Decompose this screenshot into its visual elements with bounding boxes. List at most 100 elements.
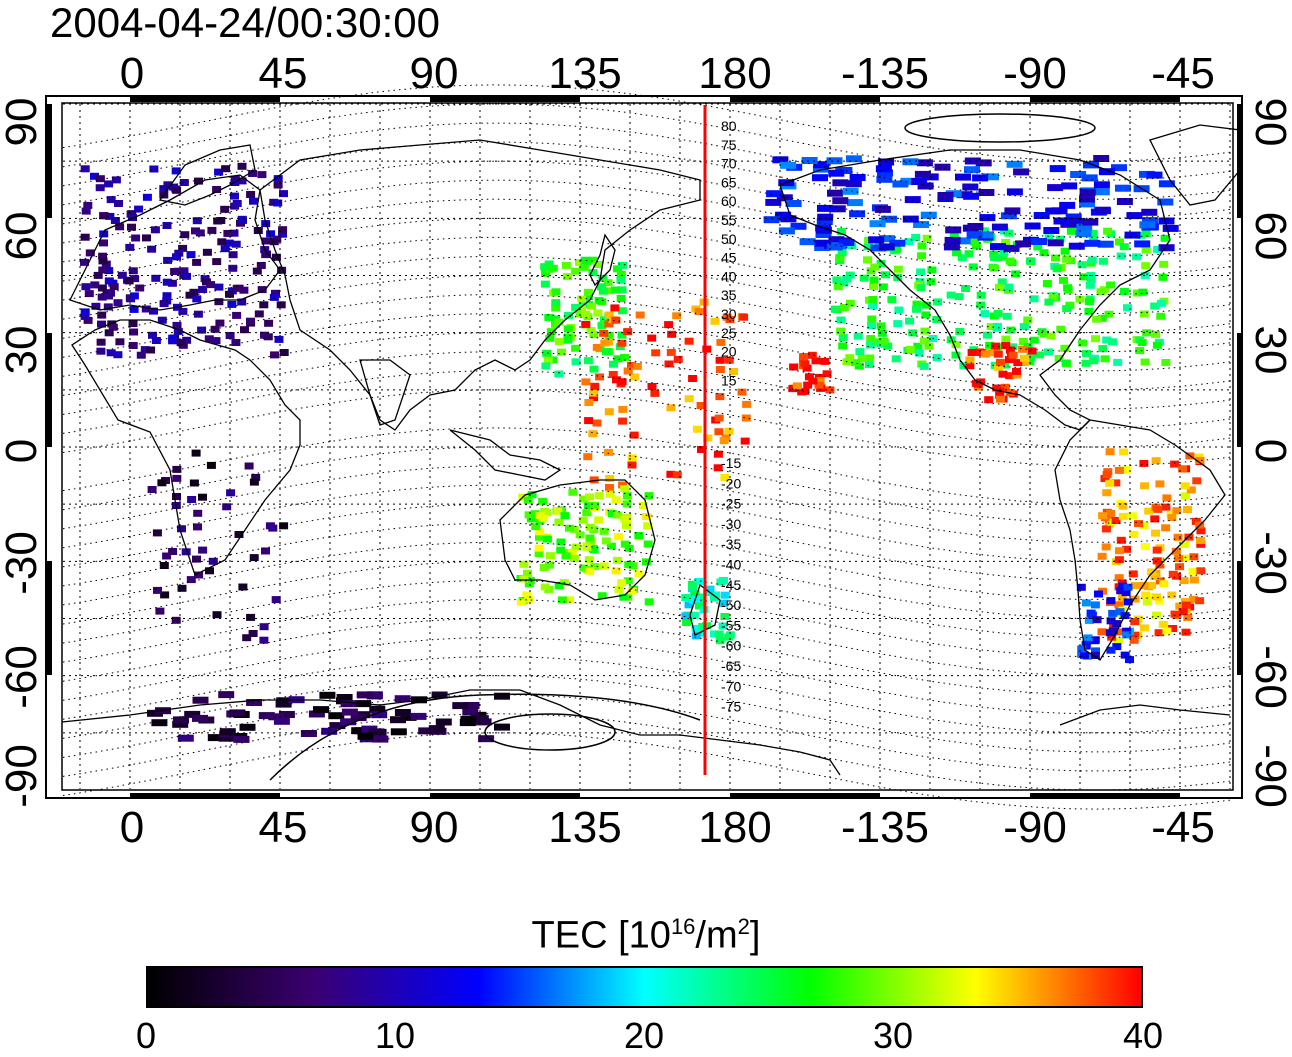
tec-point xyxy=(99,239,108,247)
colorbar-tick: 20 xyxy=(623,1015,665,1056)
border-segment xyxy=(130,97,280,102)
tec-point xyxy=(724,427,734,435)
tec-point xyxy=(971,242,981,250)
tec-point xyxy=(614,533,623,541)
tec-point xyxy=(1121,466,1131,474)
tec-point xyxy=(714,414,724,422)
tec-point xyxy=(176,339,186,347)
tec-point xyxy=(177,734,194,742)
tec-point xyxy=(1141,246,1151,254)
tec-point xyxy=(1029,336,1039,344)
tec-point xyxy=(1140,543,1150,551)
border-segment xyxy=(47,104,52,218)
tec-point xyxy=(1158,273,1168,281)
tec-point xyxy=(185,291,195,299)
tec-point xyxy=(1144,507,1154,515)
tec-point xyxy=(159,562,169,569)
tec-point xyxy=(978,189,995,196)
tec-point xyxy=(1039,330,1049,338)
tec-point xyxy=(1157,299,1166,307)
tec-point xyxy=(1006,326,1016,334)
contour-label: -55 xyxy=(721,617,741,633)
tec-point xyxy=(113,351,123,359)
tec-point xyxy=(1055,235,1065,243)
tec-point xyxy=(869,276,879,284)
tec-point xyxy=(1052,265,1062,273)
tec-point xyxy=(1084,307,1094,315)
tec-point xyxy=(1118,502,1128,510)
tec-point xyxy=(859,274,869,282)
tec-point xyxy=(902,215,919,223)
scandinavia-coastline xyxy=(158,144,256,206)
tec-point xyxy=(964,166,980,174)
tec-point xyxy=(240,326,249,334)
tec-point xyxy=(340,718,357,726)
tec-point xyxy=(205,567,214,575)
tec-point xyxy=(912,300,922,308)
tec-point xyxy=(608,371,618,378)
tec-point xyxy=(1139,459,1149,467)
tec-point xyxy=(538,514,548,522)
tec-point xyxy=(922,234,932,242)
tec-point xyxy=(1039,249,1049,257)
tec-point xyxy=(590,382,600,390)
tec-point xyxy=(534,544,544,552)
tec-point xyxy=(932,354,942,362)
tec-point xyxy=(104,329,114,337)
tec-point xyxy=(672,312,682,320)
tec-point xyxy=(279,190,288,198)
tec-point xyxy=(226,489,236,497)
tec-point xyxy=(613,265,622,273)
tec-point xyxy=(579,564,589,572)
tec-point xyxy=(1151,529,1160,537)
tec-point xyxy=(472,715,489,723)
contour-label: -75 xyxy=(721,699,741,715)
tec-point xyxy=(1125,656,1134,664)
tec-point xyxy=(1195,597,1205,605)
border-segment xyxy=(47,333,52,447)
tec-point xyxy=(428,725,445,733)
tec-point xyxy=(80,258,89,266)
tec-point xyxy=(194,571,204,579)
tec-point xyxy=(622,492,632,500)
tec-point xyxy=(462,708,479,716)
tec-point xyxy=(268,524,278,532)
tec-point xyxy=(1044,234,1054,242)
tec-point xyxy=(957,254,967,262)
tec-point xyxy=(540,280,550,288)
tec-point xyxy=(141,305,151,313)
tec-point xyxy=(546,552,555,560)
tec-point xyxy=(951,341,961,349)
bottom-tick: 45 xyxy=(258,803,308,852)
tec-point xyxy=(1106,509,1116,517)
tec-point xyxy=(673,355,683,363)
tec-point xyxy=(1001,342,1011,349)
tec-point xyxy=(171,616,181,624)
tec-point xyxy=(85,249,95,257)
tec-point xyxy=(431,691,448,699)
tec-point xyxy=(1132,289,1142,297)
tec-point xyxy=(1023,236,1039,244)
magnetic-contour xyxy=(62,560,1232,639)
tec-point xyxy=(192,217,202,225)
tec-point xyxy=(838,342,848,350)
tec-point xyxy=(1079,189,1096,196)
tec-point xyxy=(605,475,615,482)
tec-point xyxy=(822,370,832,378)
tec-point xyxy=(1173,533,1183,541)
tec-point xyxy=(1115,184,1131,192)
tec-point xyxy=(966,231,983,239)
tec-point xyxy=(917,242,927,250)
tec-point xyxy=(1051,254,1060,262)
tec-point xyxy=(1180,541,1190,548)
magnetic-contour xyxy=(62,579,1232,658)
tec-point xyxy=(1151,457,1161,465)
tec-point xyxy=(494,692,510,700)
tec-point xyxy=(976,301,986,309)
tec-point xyxy=(124,277,134,285)
tec-point xyxy=(234,531,244,538)
tec-point xyxy=(916,284,926,292)
tec-point xyxy=(799,353,809,361)
tec-point xyxy=(239,723,256,731)
tec-point xyxy=(1124,231,1141,239)
